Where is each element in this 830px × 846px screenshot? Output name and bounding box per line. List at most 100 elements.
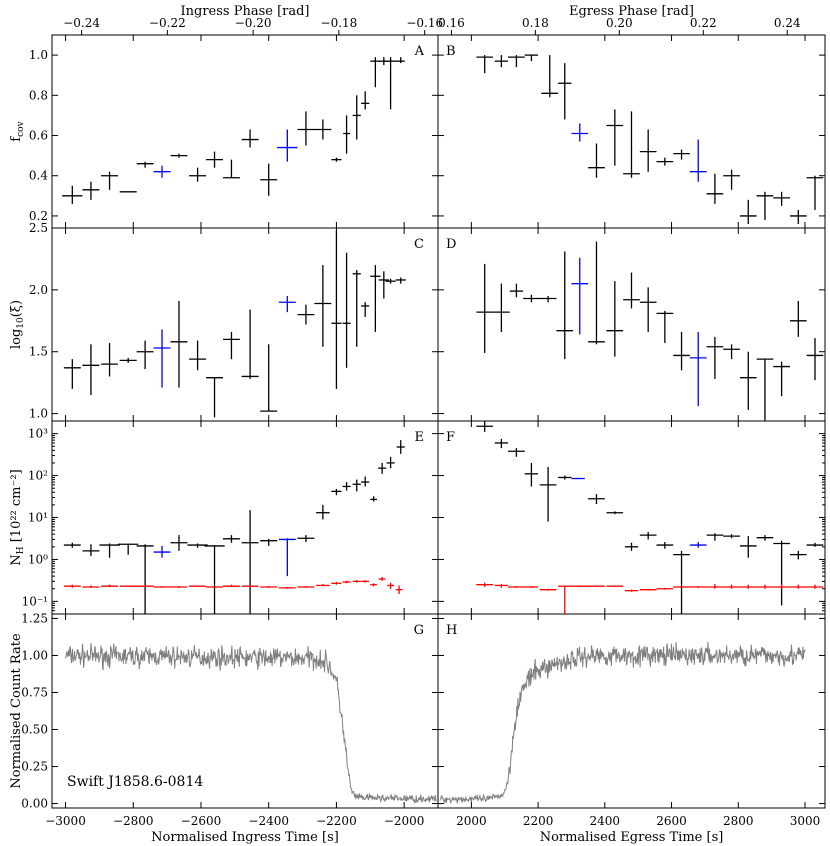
ingress-phase-tick-label: −0.24 xyxy=(63,16,100,30)
ingress-point xyxy=(206,377,223,418)
ingress-red-point xyxy=(297,586,315,588)
axes-layer: 0.2 0.4 0.6 0.8 1.0 fcov A B 1.0 1.5 2.0 2.5 log10(ξ… xyxy=(9,4,825,845)
egress-point xyxy=(588,143,605,178)
egress-point xyxy=(476,55,494,74)
ingress-phase-tick-label: −0.22 xyxy=(149,16,186,30)
egress-point xyxy=(558,475,572,480)
y-axis-label: log10(ξ) xyxy=(9,300,26,349)
egress-point xyxy=(673,149,690,160)
ingress-point xyxy=(101,343,119,377)
egress-point xyxy=(539,296,557,303)
ingress-point xyxy=(361,476,370,487)
y-axis-label-main: log xyxy=(9,329,24,349)
egress-red-point xyxy=(571,585,589,588)
egress-count-rate-line xyxy=(439,641,806,805)
egress-x-tick-label: 3000 xyxy=(790,814,821,828)
ingress-point xyxy=(352,95,361,140)
y-tick-label: 0.75 xyxy=(21,685,48,699)
y-axis-label-subscript: 10 xyxy=(16,317,26,329)
ingress-phase-tick-label: −0.16 xyxy=(406,16,443,30)
y-tick-label: 1.0 xyxy=(29,48,48,62)
egress-point xyxy=(756,358,774,421)
ingress-point xyxy=(63,542,81,548)
egress-red-point xyxy=(673,586,690,588)
egress-point xyxy=(806,338,824,381)
egress-point xyxy=(789,209,807,224)
ingress-point xyxy=(314,119,332,140)
egress-point xyxy=(639,129,657,172)
egress-point xyxy=(689,542,707,548)
ingress-point xyxy=(99,543,120,558)
data-layer xyxy=(62,54,824,805)
ingress-point xyxy=(343,115,350,154)
y-tick-label: 2.0 xyxy=(29,283,48,297)
y-tick-label: 0.2 xyxy=(29,209,48,223)
ingress-point xyxy=(260,538,278,546)
egress-point xyxy=(493,283,510,332)
egress-red-point xyxy=(494,583,509,588)
panel-letter: G xyxy=(414,623,424,638)
egress-point xyxy=(571,477,585,480)
egress-point xyxy=(739,351,757,410)
ingress-x-tick-label: −2000 xyxy=(384,814,425,828)
ingress-x-tick-label: −3000 xyxy=(45,814,86,828)
egress-phase-tick-label: 0.22 xyxy=(690,16,717,30)
egress-x-tick-label: 2000 xyxy=(456,814,487,828)
egress-point xyxy=(476,421,494,432)
y-tick-label: 10⁰ xyxy=(28,552,48,566)
egress-x-tick-label: 2400 xyxy=(590,814,621,828)
ingress-point xyxy=(297,111,315,146)
egress-phase-tick-label: 0.18 xyxy=(522,16,549,30)
ingress-point xyxy=(241,309,259,379)
ingress-point xyxy=(82,344,100,396)
egress-point xyxy=(706,336,724,379)
egress-red-point xyxy=(689,586,707,588)
egress-point xyxy=(624,542,639,551)
ingress-point xyxy=(136,161,154,168)
ingress-red-point xyxy=(206,586,223,588)
ingress-point xyxy=(378,462,387,474)
ingress-point xyxy=(297,535,315,543)
egress-point xyxy=(606,281,624,357)
ingress-point xyxy=(189,340,207,371)
y-tick-label: 10⁻¹ xyxy=(22,594,48,608)
ingress-count-rate-line xyxy=(65,643,437,805)
egress-red-point xyxy=(806,584,824,589)
ingress-point xyxy=(395,277,406,284)
egress-point xyxy=(623,272,640,309)
y-tick-label: 0.50 xyxy=(21,723,48,737)
egress-point xyxy=(476,263,494,353)
egress-point xyxy=(539,467,557,522)
egress-point xyxy=(739,536,757,558)
ingress-point xyxy=(352,479,361,492)
egress-point xyxy=(606,109,624,166)
egress-point xyxy=(806,542,824,547)
ingress-red-point xyxy=(331,581,342,585)
egress-red-point xyxy=(558,585,572,614)
ingress-point xyxy=(385,278,396,284)
ingress-point xyxy=(331,488,342,496)
ingress-red-point xyxy=(260,586,278,588)
ingress-red-point xyxy=(352,580,361,583)
ingress-red-point xyxy=(170,586,188,588)
y-axis-label: Normalised Count Rate xyxy=(9,633,24,789)
y-tick-label: 0.6 xyxy=(29,129,48,143)
egress-point xyxy=(623,111,640,178)
ingress-point xyxy=(331,157,342,162)
ingress-x-tick-label: −2800 xyxy=(113,814,154,828)
ingress-phase-tick-label: −0.18 xyxy=(321,16,358,30)
egress-point xyxy=(508,55,525,68)
egress-point xyxy=(524,54,539,62)
egress-red-point xyxy=(639,588,657,591)
panel-letter: A xyxy=(414,44,425,59)
panel-letter: E xyxy=(415,430,425,445)
egress-point xyxy=(756,535,774,541)
ingress-point xyxy=(260,344,278,412)
egress-point xyxy=(773,361,790,397)
ingress-point xyxy=(361,91,370,110)
egress-point xyxy=(656,157,674,166)
egress-point xyxy=(806,175,824,210)
ingress-point xyxy=(187,543,208,548)
ingress-point xyxy=(153,329,171,388)
ingress-point xyxy=(383,57,398,110)
